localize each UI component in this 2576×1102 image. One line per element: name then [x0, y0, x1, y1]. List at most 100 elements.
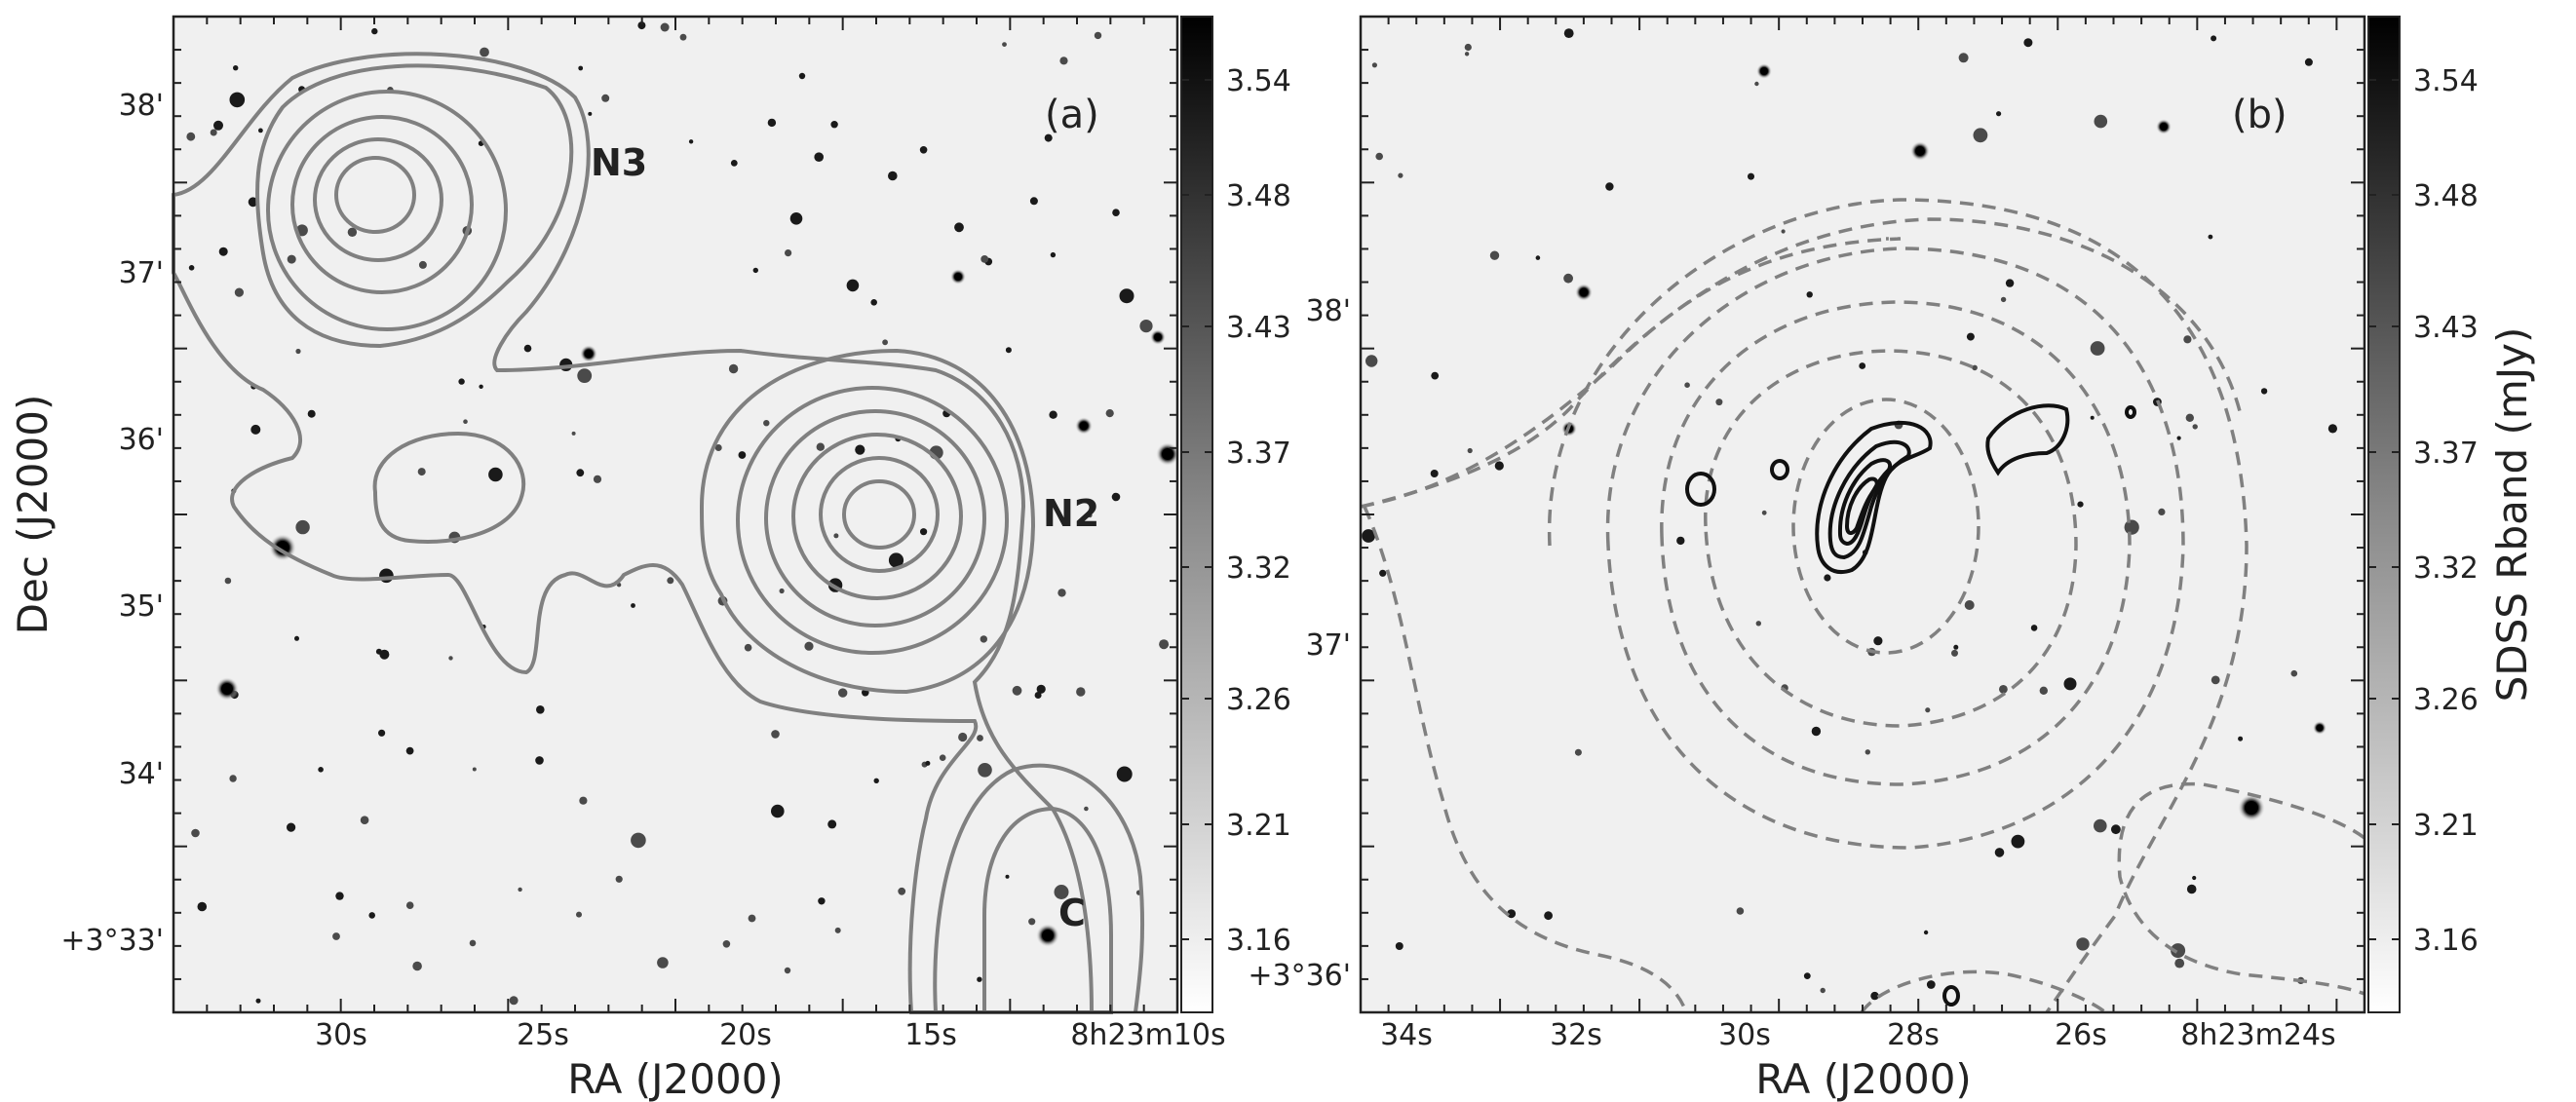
star: [578, 65, 584, 71]
colorbar-tick-label: 3.26: [2413, 683, 2479, 717]
star: [213, 120, 223, 131]
star: [188, 265, 195, 271]
star: [1535, 255, 1541, 260]
star: [1605, 182, 1614, 191]
panel-b-colorbar-labels: 3.54 3.48 3.43 3.37 3.32 3.26 3.21 3.16: [2413, 64, 2479, 958]
star: [846, 279, 860, 292]
star: [1507, 909, 1517, 919]
star: [1563, 273, 1573, 284]
star: [688, 139, 694, 144]
colorbar-tick-label: 3.43: [2413, 311, 2479, 345]
star: [2094, 818, 2107, 833]
star: [978, 763, 992, 778]
ytick-label: 36': [119, 423, 164, 457]
bright-star-core: [1760, 67, 1768, 75]
star: [939, 754, 946, 761]
star: [1050, 251, 1057, 258]
ytick-label: 38': [119, 89, 164, 123]
star: [258, 128, 263, 133]
star: [294, 635, 299, 641]
star: [1119, 288, 1134, 304]
star: [576, 469, 585, 477]
panel-a-xtick-labels: 30s 25s 20s 15s 8h23m10s: [315, 1018, 1226, 1052]
star: [2211, 675, 2220, 685]
star: [1865, 749, 1871, 755]
star: [2030, 625, 2038, 631]
star: [1111, 492, 1121, 502]
star: [1084, 806, 1089, 812]
star: [744, 643, 752, 652]
star: [631, 832, 646, 849]
panel-a-minor-ticks: [173, 17, 1177, 1012]
ytick-label: 35': [119, 589, 164, 624]
panel-a-image: [173, 17, 1177, 1012]
star: [191, 828, 200, 838]
star: [347, 227, 358, 237]
star: [335, 892, 344, 900]
ytick-label: 38': [1306, 294, 1351, 328]
star: [785, 249, 792, 257]
star: [287, 822, 296, 832]
star: [1820, 987, 1826, 994]
star: [518, 887, 522, 893]
star: [657, 957, 669, 969]
star: [888, 171, 898, 181]
star: [1781, 229, 1786, 234]
star: [816, 442, 825, 451]
star: [255, 998, 261, 1004]
star: [722, 940, 731, 948]
star: [579, 796, 588, 805]
bright-star-core: [221, 683, 233, 695]
star: [1958, 53, 1969, 63]
star: [2076, 937, 2090, 951]
panel-a-xlabel: RA (J2000): [567, 1055, 784, 1102]
star: [1371, 62, 1377, 68]
colorbar-tick-label: 3.16: [1226, 924, 1291, 958]
star: [1489, 250, 1500, 260]
bright-star-core: [1079, 421, 1089, 431]
panel-b-colorbar-ticks: [2368, 79, 2400, 940]
star: [958, 732, 968, 742]
panel-a-stars: [186, 21, 1179, 1006]
star: [1806, 291, 1813, 298]
colorbar-tick-label: 3.48: [2413, 179, 2479, 213]
star: [1803, 972, 1811, 979]
star: [748, 914, 756, 923]
star: [523, 344, 532, 353]
star: [763, 420, 770, 427]
bright-star-core: [1915, 146, 1925, 156]
star: [1112, 209, 1120, 216]
star: [1395, 942, 1403, 950]
panel-a: (a) N3 N2 C 30s 25s 20s 15s 8h23m10s 38'…: [9, 15, 1291, 1102]
star: [379, 568, 394, 584]
star: [307, 409, 316, 418]
star: [1736, 907, 1745, 915]
star: [1005, 347, 1012, 354]
star: [919, 146, 928, 154]
star: [2192, 424, 2198, 430]
star: [1464, 52, 1470, 57]
star: [660, 22, 670, 32]
colorbar-tick-label: 3.21: [2413, 809, 2479, 843]
bright-star-core: [1579, 287, 1589, 297]
ytick-label: +3°36': [1248, 959, 1351, 993]
star: [977, 735, 983, 741]
bright-star-core: [954, 273, 962, 281]
star: [1094, 31, 1102, 40]
colorbar-tick-label: 3.21: [1226, 809, 1291, 843]
star: [379, 649, 390, 660]
star: [1951, 649, 1958, 657]
star: [1761, 510, 1767, 515]
star: [2208, 234, 2213, 240]
star: [1953, 644, 1959, 650]
panel-b-minor-ticks: [1361, 17, 2365, 1012]
star: [1966, 332, 1975, 341]
star: [2186, 884, 2197, 894]
star: [814, 152, 824, 162]
star: [577, 368, 593, 383]
star: [1076, 687, 1086, 697]
star: [1029, 197, 1038, 206]
star: [1430, 470, 1439, 477]
panel-a-colorbar-ticks: [1181, 79, 1212, 940]
star: [834, 927, 841, 933]
